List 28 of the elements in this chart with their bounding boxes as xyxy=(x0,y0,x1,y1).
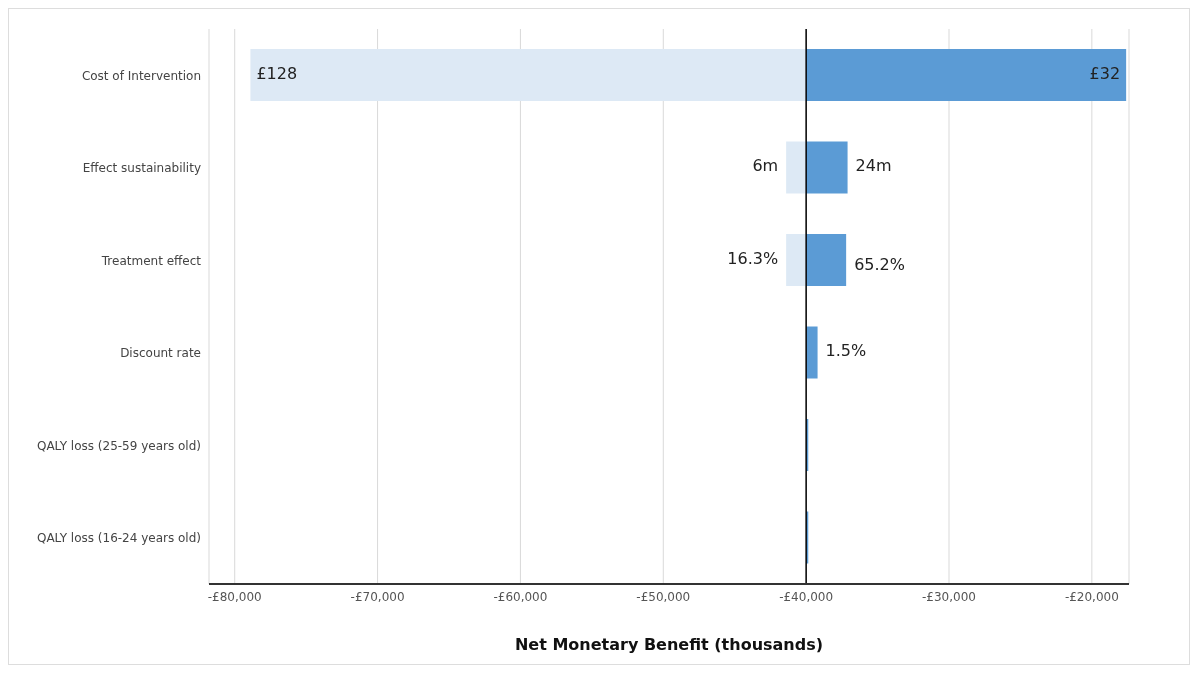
annotation: £32 xyxy=(1089,63,1121,83)
y-tick-label: Cost of Intervention xyxy=(81,68,201,83)
bar xyxy=(806,326,818,379)
x-tick-label: -£80,000 xyxy=(207,589,262,604)
y-tick-label: Discount rate xyxy=(120,346,201,361)
bar xyxy=(250,49,807,101)
bar xyxy=(806,141,848,194)
bar xyxy=(786,234,807,286)
x-axis-title: Net Monetary Benefit (thousands) xyxy=(514,635,824,654)
x-tick-label: -£30,000 xyxy=(922,589,976,604)
annotation: £128 xyxy=(256,63,298,83)
x-tick-label: -£70,000 xyxy=(350,589,405,604)
annotation: 24m xyxy=(855,156,892,176)
annotation: 65.2% xyxy=(854,254,905,274)
x-tick-label: -£60,000 xyxy=(493,589,548,604)
annotation: 1.5% xyxy=(825,341,867,361)
bar xyxy=(786,141,807,194)
annotation: 16.3% xyxy=(727,248,779,268)
y-tick-label: QALY loss (16-24 years old) xyxy=(36,531,201,546)
y-tick-label: Effect sustainability xyxy=(82,161,201,176)
x-tick-label: -£40,000 xyxy=(779,589,834,604)
bar xyxy=(806,234,847,286)
x-tick-label: -£20,000 xyxy=(1064,589,1119,604)
y-tick-label: Treatment effect xyxy=(100,253,202,268)
annotation: 6m xyxy=(752,156,779,176)
y-tick-label: QALY loss (25-59 years old) xyxy=(36,438,201,453)
x-tick-label: -£50,000 xyxy=(636,589,691,604)
bar xyxy=(806,49,1127,101)
